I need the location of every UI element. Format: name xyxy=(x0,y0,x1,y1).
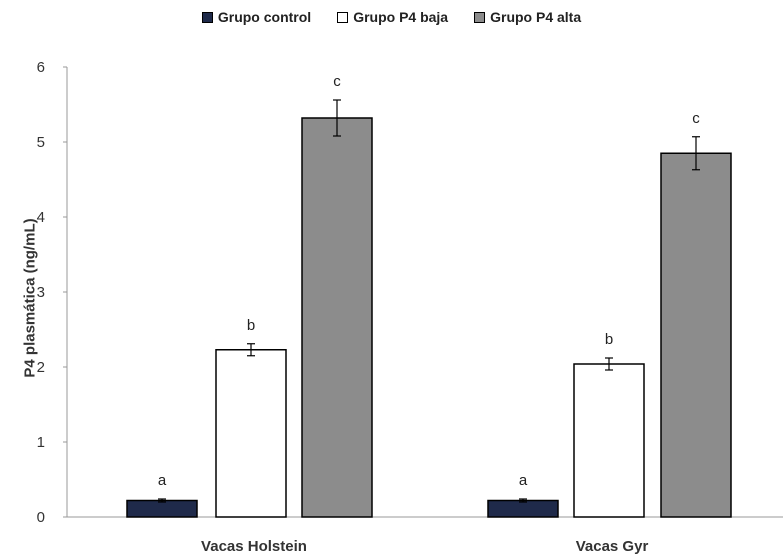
significance-letter: a xyxy=(158,472,167,489)
bar xyxy=(126,499,198,518)
y-tick-label: 4 xyxy=(37,209,45,226)
significance-letter: c xyxy=(333,73,341,90)
x-category-label: Vacas Holstein xyxy=(201,538,307,555)
significance-letter: c xyxy=(692,110,700,127)
legend-label-control: Grupo control xyxy=(217,9,312,25)
bar xyxy=(215,349,287,518)
significance-letter: b xyxy=(247,317,255,334)
bar xyxy=(660,152,732,518)
legend-swatch-p4-baja xyxy=(337,11,349,23)
legend-item-p4-alta: Grupo P4 alta xyxy=(474,9,581,25)
y-tick-label: 6 xyxy=(37,59,45,76)
y-tick-label: 5 xyxy=(37,134,45,151)
bar xyxy=(301,117,373,518)
significance-letter: a xyxy=(519,472,528,489)
y-tick-label: 0 xyxy=(37,509,45,526)
chart-legend: Grupo control Grupo P4 baja Grupo P4 alt… xyxy=(0,9,783,25)
x-category-label: Vacas Gyr xyxy=(576,538,649,555)
legend-label-p4-alta: Grupo P4 alta xyxy=(490,9,582,25)
y-tick-label: 3 xyxy=(37,284,45,301)
bar xyxy=(487,499,559,518)
significance-letter: b xyxy=(605,331,613,348)
legend-swatch-p4-alta xyxy=(474,11,486,23)
y-tick-label: 2 xyxy=(37,359,45,376)
legend-item-control: Grupo control xyxy=(201,9,312,25)
legend-item-p4-baja: Grupo P4 baja xyxy=(337,9,448,25)
legend-swatch-control xyxy=(201,11,213,23)
y-tick-label: 1 xyxy=(37,434,45,451)
legend-label-p4-baja: Grupo P4 baja xyxy=(353,9,449,25)
bar xyxy=(573,363,645,518)
